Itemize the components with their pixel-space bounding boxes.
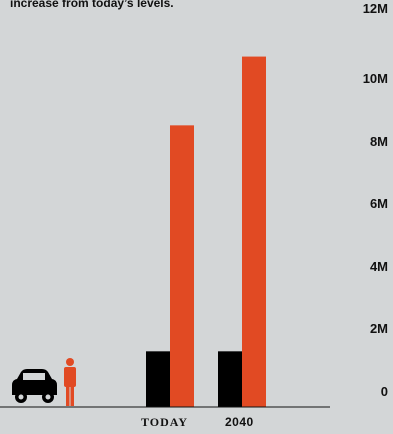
bar-2040-series-1 — [242, 56, 266, 407]
y-tick-label: 0 — [380, 384, 388, 399]
bar-today-series-0 — [146, 351, 170, 407]
bars-group — [146, 56, 266, 407]
car-icon — [12, 369, 57, 403]
x-category-label-2040: 2040 — [225, 415, 254, 429]
y-tick-label: 12M — [362, 1, 388, 16]
y-tick-label: 2M — [369, 321, 388, 336]
x-category-label-today: TODAY — [141, 415, 189, 429]
bar-2040-series-0 — [218, 351, 242, 407]
person-icon — [64, 358, 76, 406]
y-tick-label: 8M — [369, 134, 388, 149]
y-tick-label: 6M — [369, 196, 388, 211]
bar-today-series-1 — [170, 125, 194, 407]
chart-caption: increase from today’s levels. — [10, 0, 174, 10]
y-tick-label: 4M — [369, 259, 388, 274]
y-tick-label: 10M — [362, 71, 388, 86]
